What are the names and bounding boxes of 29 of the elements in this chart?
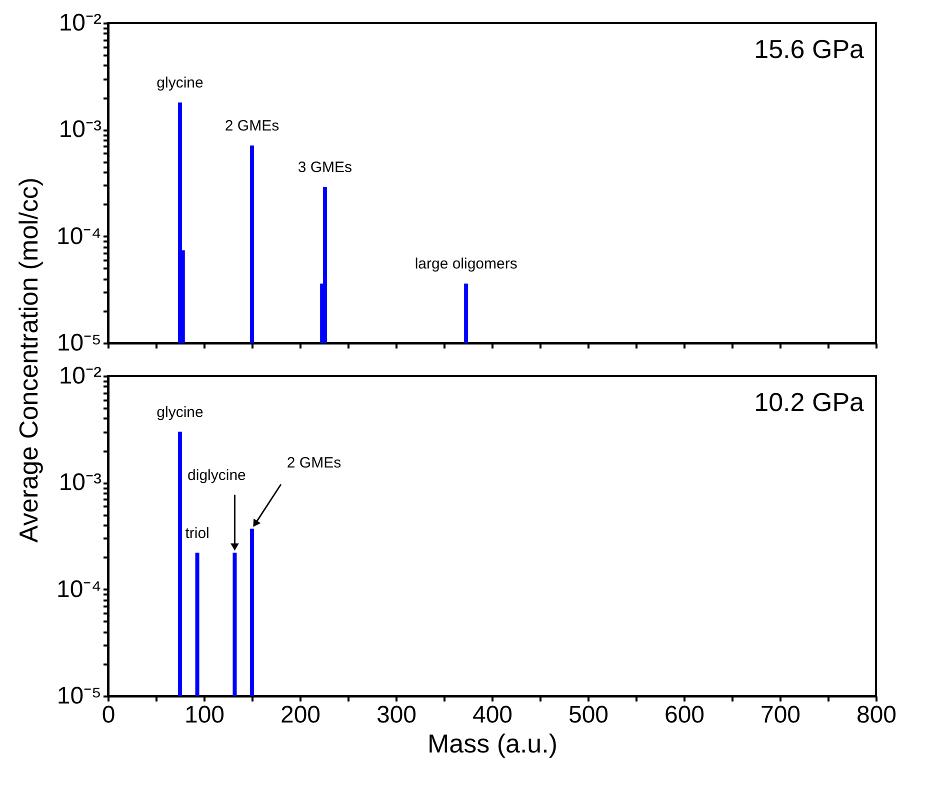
y-axis-title: Average Concentration (mol/cc) [13, 177, 44, 543]
annotation: 2 GMEs [286, 454, 342, 472]
annotation: 15.6 GPa [754, 34, 865, 64]
x-tick-label: 300 [376, 702, 417, 728]
annotation: 3 GMEs [298, 159, 352, 176]
annotation: 2 GMEs [224, 118, 280, 135]
y-tick-label: 10⁻³ [58, 469, 102, 496]
x-tick-label: 600 [664, 702, 705, 728]
x-tick-label: 500 [568, 702, 609, 728]
annotation: triol [185, 524, 210, 542]
x-tick-label: 800 [856, 702, 897, 728]
annotation: glycine [156, 404, 204, 421]
annotation: large oligomers [414, 256, 518, 273]
x-tick-label: 400 [472, 702, 513, 728]
y-tick-label: 10⁻² [58, 362, 102, 390]
x-tick-label: 700 [760, 702, 801, 728]
x-tick-label: 100 [184, 702, 225, 728]
annotation: glycine [156, 74, 204, 92]
y-tick-label: 10⁻² [58, 10, 102, 36]
x-tick-label: 0 [102, 702, 116, 728]
y-tick-label: 10⁻⁴ [56, 576, 102, 603]
annotation: diglycine [188, 466, 246, 484]
y-tick-label: 10⁻⁴ [56, 222, 102, 250]
y-tick-label: 10⁻⁵ [56, 682, 102, 710]
x-tick-label: 200 [280, 702, 321, 728]
x-axis-title: Mass (a.u.) [427, 728, 558, 758]
y-tick-label: 10⁻³ [58, 116, 102, 144]
annotation: 10.2 GPa [754, 387, 865, 417]
y-tick-label: 10⁻⁵ [56, 330, 102, 356]
